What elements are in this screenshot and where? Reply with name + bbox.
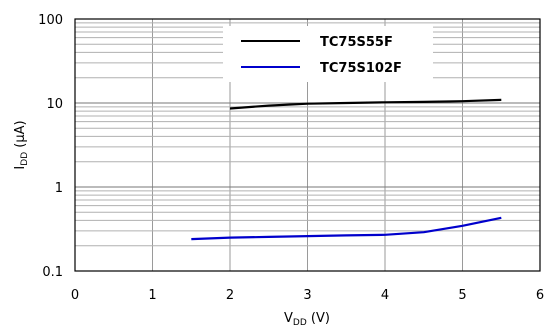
x-axis-ticks: 0 1 2 3 4 5 6	[71, 288, 544, 303]
x-axis-title-unit: (V)	[307, 311, 330, 326]
y-axis-title-subscript: DD	[20, 152, 30, 166]
x-tick-label: 3	[303, 288, 311, 303]
series-line-tc75s102f	[191, 216, 502, 241]
series-layer	[191, 98, 502, 241]
x-axis-title-main: V	[284, 311, 293, 326]
y-axis-ticks: 0.1 1 10 100	[38, 13, 63, 280]
legend-label-tc75s102f: TC75S102F	[320, 61, 402, 76]
y-tick-label: 1	[55, 181, 63, 196]
x-tick-label: 6	[536, 288, 544, 303]
y-axis-title-main: I	[13, 166, 28, 170]
legend-box	[223, 26, 433, 82]
x-axis-title: VDD (V)	[284, 311, 330, 328]
x-axis-title-subscript: DD	[293, 318, 307, 328]
x-tick-label: 2	[226, 288, 234, 303]
y-axis-title-unit: (μA)	[13, 120, 28, 151]
plot-frame	[74, 18, 541, 272]
y-tick-label: 100	[38, 13, 63, 28]
y-axis-title: IDD (μA)	[13, 120, 30, 169]
series-line-tc75s55f	[229, 98, 502, 110]
x-tick-label: 5	[458, 288, 466, 303]
x-tick-label: 1	[148, 288, 156, 303]
x-tick-label: 0	[71, 288, 79, 303]
legend: TC75S55F TC75S102F	[223, 26, 433, 82]
y-tick-label: 0.1	[42, 265, 63, 280]
legend-label-tc75s55f: TC75S55F	[320, 35, 393, 50]
x-tick-label: 4	[381, 288, 389, 303]
y-tick-label: 10	[46, 97, 63, 112]
